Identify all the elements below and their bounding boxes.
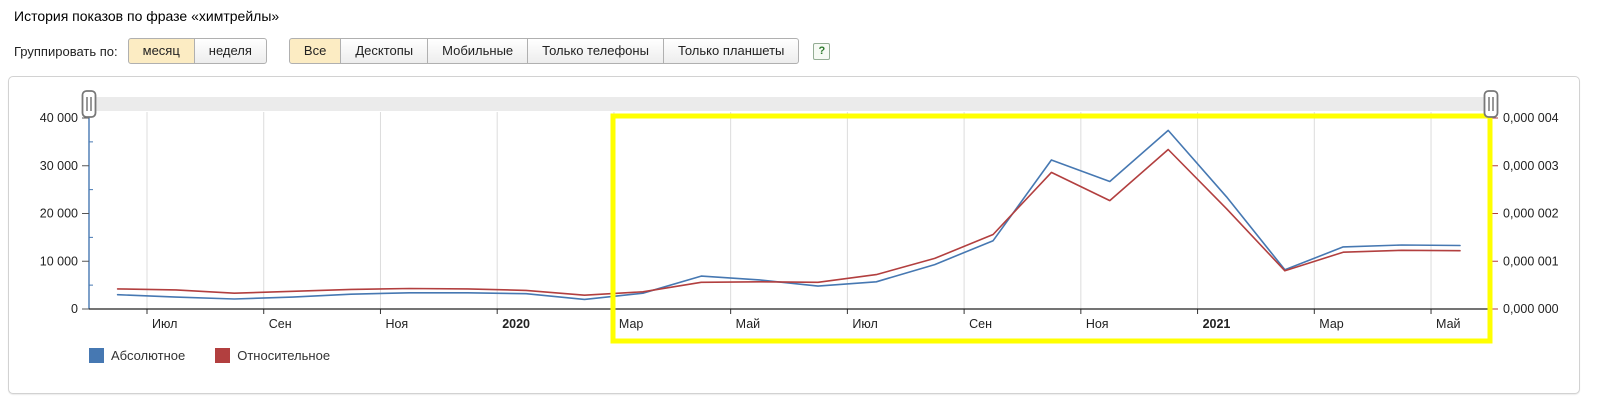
left-axis-label: 20 000 bbox=[40, 207, 78, 221]
device-filter-button-group: Все Десктопы Мобильные Только телефоны Т… bbox=[288, 38, 800, 64]
right-axis-label: 0,000 002 bbox=[1503, 207, 1559, 221]
left-axis-label: 30 000 bbox=[40, 159, 78, 173]
x-tick-label: Июл bbox=[852, 317, 877, 331]
x-tick-label: 2020 bbox=[502, 317, 530, 331]
group-by-label: Группировать по: bbox=[14, 43, 118, 59]
left-axis-label: 40 000 bbox=[40, 111, 78, 125]
x-tick-label: Сен bbox=[969, 317, 992, 331]
group-by-month-button[interactable]: месяц bbox=[127, 38, 195, 64]
absolute-color-swatch bbox=[89, 348, 104, 363]
legend-label-relative: Относительное bbox=[237, 348, 331, 363]
group-by-week-button[interactable]: неделя bbox=[193, 38, 267, 64]
left-axis-label: 0 bbox=[71, 302, 78, 316]
x-tick-label: Май bbox=[736, 317, 761, 331]
right-axis-label: 0,000 000 bbox=[1503, 302, 1559, 316]
range-slider-right-handle[interactable] bbox=[1483, 90, 1499, 118]
page-title: История показов по фразе «химтрейлы» bbox=[14, 8, 280, 24]
help-icon[interactable]: ? bbox=[813, 42, 831, 60]
device-all-button[interactable]: Все bbox=[288, 38, 342, 64]
x-tick-label: Мар bbox=[619, 317, 644, 331]
series-line-absolute bbox=[116, 129, 1461, 301]
history-chart: Июл Сен Ноя 2020 Мар Май Июл Сен Ноя 2021 Мар Май 40… bbox=[40, 90, 1559, 344]
x-tick-label: 2021 bbox=[1203, 317, 1231, 331]
legend-label-absolute: Абсолютное bbox=[111, 348, 186, 363]
chart-panel: Июл Сен Ноя 2020 Мар Май Июл Сен Ноя 2021 Мар Май 40… bbox=[8, 76, 1580, 394]
legend-item-relative[interactable]: Относительное bbox=[215, 348, 330, 363]
range-slider-track[interactable] bbox=[89, 97, 1491, 111]
x-tick-label: Ноя bbox=[385, 317, 408, 331]
device-desktop-button[interactable]: Десктопы bbox=[340, 38, 429, 64]
device-phones-only-button[interactable]: Только телефоны bbox=[527, 38, 664, 64]
chart-controls: Группировать по: месяц неделя Все Дескто… bbox=[14, 38, 831, 64]
relative-color-swatch bbox=[215, 348, 231, 363]
right-axis-label: 0,000 004 bbox=[1503, 111, 1559, 125]
device-mobile-button[interactable]: Мобильные bbox=[427, 38, 529, 64]
x-tick-label: Июл bbox=[152, 317, 177, 331]
highlight-rectangle bbox=[610, 113, 1493, 344]
x-tick-label: Сен bbox=[269, 317, 292, 331]
x-tick-label: Ноя bbox=[1086, 317, 1109, 331]
grouping-button-group: месяц неделя bbox=[127, 38, 267, 64]
range-slider-left-handle[interactable] bbox=[81, 90, 97, 118]
series-line-relative bbox=[116, 148, 1461, 296]
chart-legend: Абсолютное Относительное bbox=[89, 348, 330, 363]
x-tick-label: Мар bbox=[1319, 317, 1344, 331]
right-axis-label: 0,000 001 bbox=[1503, 254, 1559, 268]
x-tick-label: Май bbox=[1436, 317, 1461, 331]
right-axis-label: 0,000 003 bbox=[1503, 159, 1559, 173]
legend-item-absolute[interactable]: Абсолютное bbox=[89, 348, 185, 363]
device-tablets-only-button[interactable]: Только планшеты bbox=[662, 38, 800, 64]
left-axis-label: 10 000 bbox=[40, 254, 78, 268]
